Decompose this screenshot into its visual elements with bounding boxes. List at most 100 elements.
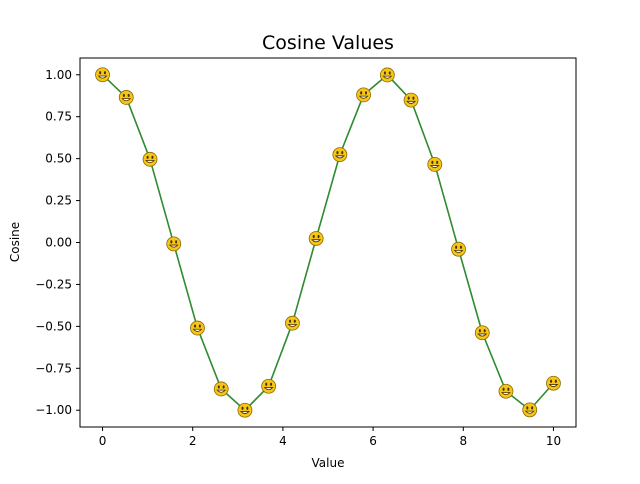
data-point-smiley-marker [261,378,277,394]
smiley-mouth [453,250,464,253]
smiley-right-eye [507,387,510,391]
smiley-mouth [429,165,440,169]
smiley-right-eye [127,93,130,98]
smiley-right-eye [341,151,344,155]
y-tick-label: 0.00 [45,236,72,250]
y-tick-label: −0.50 [35,319,72,333]
smiley-mouth [358,95,369,99]
smiley-face [308,231,324,246]
x-tick-label: 0 [99,434,107,448]
x-tick-label: 4 [279,434,287,448]
data-point-smiley-marker [285,315,300,331]
smiley-right-eye [103,71,106,75]
smiley-face [166,236,182,252]
chart-title: Cosine Values [262,32,394,54]
smiley-mouth [524,410,535,414]
smiley-right-eye [317,234,320,239]
y-tick-label: −1.00 [35,403,72,417]
smiley-left-eye [383,71,386,75]
data-point-smiley-marker [332,147,348,163]
smiley-mouth [168,244,179,248]
smiley-right-eye [175,240,178,244]
smiley-right-eye [531,406,534,410]
data-point-smiley-marker [142,151,158,167]
data-point-smiley-marker [474,325,490,341]
smiley-left-eye [170,240,173,244]
smiley-mouth [121,98,132,102]
smiley-right-eye [198,324,201,328]
x-tick-label: 6 [369,434,377,448]
smiley-right-eye [388,71,391,75]
smiley-mouth [240,411,250,414]
smiley-face [142,151,158,167]
smiley-face [427,156,443,172]
smiley-mouth [477,333,488,337]
cosine-series-line [101,74,555,412]
smiley-mouth [382,75,393,79]
smiley-left-eye [407,96,410,100]
smiley-mouth [501,392,511,396]
smiley-left-eye [478,329,481,333]
data-point-smiley-marker [546,375,561,391]
smiley-face [118,90,134,105]
smiley-face [190,320,205,336]
data-point-smiley-marker [308,231,324,246]
y-tick-label: −0.75 [35,361,72,375]
data-point-smiley-marker [356,87,371,103]
data-point-smiley-marker [190,320,205,336]
smiley-mouth [145,160,155,164]
smiley-face [498,383,514,399]
smiley-mouth [548,384,559,387]
smiley-face [379,67,395,83]
data-point-smiley-marker [498,383,514,399]
smiley-left-eye [526,406,529,410]
smiley-face [451,241,466,257]
smiley-left-eye [241,406,244,410]
smiley-right-eye [483,329,486,333]
smiley-left-eye [122,93,125,98]
x-tick-label: 10 [546,434,561,448]
smiley-right-eye [246,406,249,410]
smiley-mouth [97,75,108,79]
smiley-face [213,381,229,397]
smiley-left-eye [312,234,315,239]
smiley-left-eye [265,382,268,386]
smiley-left-eye [455,245,458,249]
x-tick-label: 2 [189,434,197,448]
smiley-left-eye [360,91,363,95]
smiley-mouth [406,100,416,104]
y-axis-label: Cosine [8,222,22,262]
data-point-smiley-marker [95,67,110,83]
smiley-right-eye [270,382,273,386]
smiley-face [285,315,300,331]
smiley-right-eye [364,91,367,95]
y-tick-label: 1.00 [45,68,72,82]
smiley-left-eye [146,155,149,159]
smiley-face [474,325,490,341]
y-tick-label: 0.75 [45,110,72,124]
smiley-mouth [287,323,298,327]
data-point-smiley-marker [522,402,538,418]
smiley-face [522,402,538,418]
smiley-mouth [192,328,203,332]
smiley-mouth [263,387,274,390]
smiley-left-eye [431,160,434,164]
data-point-smiley-marker [213,381,229,397]
x-tick-label: 8 [459,434,467,448]
smiley-left-eye [550,379,553,383]
y-tick-label: 0.50 [45,152,72,166]
smiley-face [403,92,419,108]
smiley-right-eye [151,155,154,159]
smiley-mouth [311,239,322,243]
smiley-right-eye [412,96,415,100]
y-tick-label: −0.25 [35,277,72,291]
data-point-smiley-marker [166,236,182,252]
smiley-left-eye [194,324,197,328]
data-point-smiley-marker [427,156,443,172]
smiley-face [261,378,277,394]
data-point-smiley-marker [237,402,253,418]
smiley-face [546,375,561,391]
smiley-left-eye [99,71,102,75]
smiley-right-eye [459,245,462,249]
smiley-right-eye [554,379,557,383]
